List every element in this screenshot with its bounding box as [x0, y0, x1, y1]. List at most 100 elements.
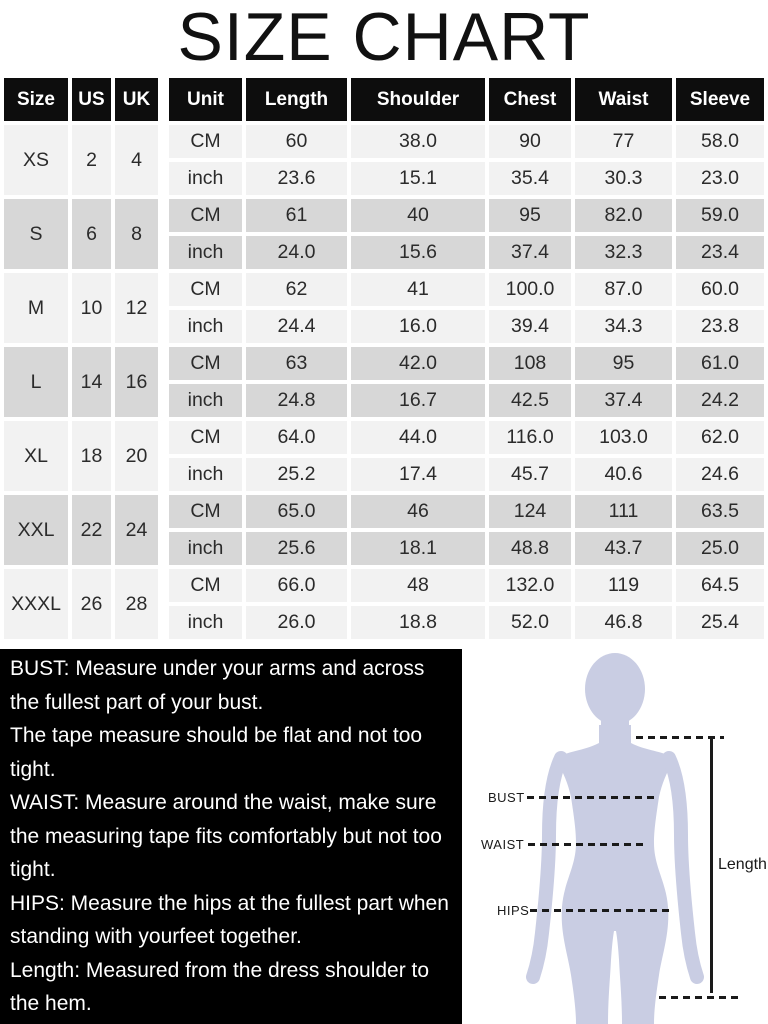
table-row: S 6 8 CM 61 40 95 82.0 59.0 — [4, 199, 764, 269]
size-cell: L — [4, 347, 68, 417]
measurement-cell: 45.7 — [489, 458, 571, 491]
size-chart-table: Size US UK Unit Length Shoulder Chest Waist Slee… — [0, 74, 768, 643]
measurement-cell: 108 — [489, 347, 571, 380]
measurement-cell: 37.4 — [489, 236, 571, 269]
table-row: inch 25.6 18.1 48.8 43.7 25.0 — [4, 532, 764, 565]
unit-cell: inch — [169, 310, 242, 343]
measurement-cell: 61.0 — [676, 347, 764, 380]
measurement-cell: 95 — [575, 347, 672, 380]
measurement-cell: 87.0 — [575, 273, 672, 306]
measurement-cell: 60.0 — [676, 273, 764, 306]
table-row: XL 18 20 CM 64.0 44.0 116.0 103.0 62.0 — [4, 421, 764, 491]
hips-instruction: HIPS: Measure the hips at the fullest pa… — [10, 891, 449, 949]
measurement-cell: 23.0 — [676, 162, 764, 195]
us-cell: 26 — [72, 569, 111, 639]
measuring-instructions: BUST: Measure under your arms and across… — [0, 649, 462, 1024]
waist-instruction: WAIST: Measure around the waist, make su… — [10, 791, 442, 881]
table-row: XXL 22 24 CM 65.0 46 124 111 63.5 — [4, 495, 764, 565]
length-label: Length — [718, 856, 767, 873]
measurement-cell: 90 — [489, 125, 571, 158]
measurement-cell: 24.4 — [246, 310, 347, 343]
measurement-cell: 62.0 — [676, 421, 764, 454]
table-row: inch 26.0 18.8 52.0 46.8 25.4 — [4, 606, 764, 639]
measurement-cell: 124 — [489, 495, 571, 528]
measurement-cell: 23.8 — [676, 310, 764, 343]
female-figure-silhouette — [526, 653, 704, 1024]
table-row: XS 2 4 CM 60 38.0 90 77 58.0 — [4, 125, 764, 195]
measurement-cell: 24.2 — [676, 384, 764, 417]
measurement-cell: 43.7 — [575, 532, 672, 565]
unit-cell: inch — [169, 236, 242, 269]
measurement-cell: 44.0 — [351, 421, 485, 454]
measurement-cell: 40 — [351, 199, 485, 232]
unit-cell: inch — [169, 384, 242, 417]
column-header-sleeve: Sleeve — [676, 78, 764, 121]
measurement-cell: 32.3 — [575, 236, 672, 269]
measurement-cell: 111 — [575, 495, 672, 528]
unit-cell: CM — [169, 421, 242, 454]
us-cell: 22 — [72, 495, 111, 565]
table-row: L 14 16 CM 63 42.0 108 95 61.0 — [4, 347, 764, 417]
size-cell: XXXL — [4, 569, 68, 639]
length-instruction: Length: Measured from the dress shoulder… — [10, 958, 430, 1016]
hips-line — [530, 909, 670, 912]
measurement-cell: 17.4 — [351, 458, 485, 491]
measurement-cell: 38.0 — [351, 125, 485, 158]
measurement-cell: 23.4 — [676, 236, 764, 269]
unit-cell: inch — [169, 162, 242, 195]
table-row: M 10 12 CM 62 41 100.0 87.0 60.0 — [4, 273, 764, 343]
table-row: inch 24.0 15.6 37.4 32.3 23.4 — [4, 236, 764, 269]
measurement-cell: 25.4 — [676, 606, 764, 639]
size-cell: XS — [4, 125, 68, 195]
measurement-cell: 25.2 — [246, 458, 347, 491]
measurement-cell: 119 — [575, 569, 672, 602]
uk-cell: 24 — [115, 495, 165, 565]
column-header-shoulder: Shoulder — [351, 78, 485, 121]
page-title: SIZE CHART — [177, 0, 591, 75]
measurement-cell: 132.0 — [489, 569, 571, 602]
bust-line — [527, 796, 657, 799]
table-header: Size US UK Unit Length Shoulder Chest Waist Slee… — [4, 78, 764, 121]
table-row: inch 24.4 16.0 39.4 34.3 23.8 — [4, 310, 764, 343]
table-row: XXXL 26 28 CM 66.0 48 132.0 119 64.5 — [4, 569, 764, 639]
measurement-cell: 103.0 — [575, 421, 672, 454]
measurement-cell: 25.0 — [676, 532, 764, 565]
measurement-cell: 39.4 — [489, 310, 571, 343]
measurement-cell: 24.0 — [246, 236, 347, 269]
measurement-cell: 16.7 — [351, 384, 485, 417]
measurement-cell: 48.8 — [489, 532, 571, 565]
us-cell: 2 — [72, 125, 111, 195]
table-row: inch 25.2 17.4 45.7 40.6 24.6 — [4, 458, 764, 491]
us-cell: 6 — [72, 199, 111, 269]
unit-cell: CM — [169, 347, 242, 380]
measurement-cell: 52.0 — [489, 606, 571, 639]
tape-instruction: The tape measure should be flat and not … — [10, 724, 423, 781]
uk-cell: 20 — [115, 421, 165, 491]
measurement-cell: 48 — [351, 569, 485, 602]
unit-cell: CM — [169, 199, 242, 232]
measurement-cell: 24.6 — [676, 458, 764, 491]
shoulder-top-line — [636, 736, 724, 739]
hem-line — [659, 996, 738, 999]
measurement-cell: 62 — [246, 273, 347, 306]
measurement-cell: 40.6 — [575, 458, 672, 491]
measurement-cell: 18.8 — [351, 606, 485, 639]
measurement-cell: 15.1 — [351, 162, 485, 195]
measurement-cell: 25.6 — [246, 532, 347, 565]
unit-cell: inch — [169, 606, 242, 639]
size-cell: S — [4, 199, 68, 269]
column-header-us: US — [72, 78, 111, 121]
measurement-cell: 77 — [575, 125, 672, 158]
waist-line — [528, 843, 648, 846]
measurement-cell: 66.0 — [246, 569, 347, 602]
measurement-cell: 63 — [246, 347, 347, 380]
column-header-size: Size — [4, 78, 68, 121]
unit-cell: CM — [169, 495, 242, 528]
measurement-cell: 60 — [246, 125, 347, 158]
unit-cell: CM — [169, 273, 242, 306]
measurement-cell: 63.5 — [676, 495, 764, 528]
measurement-cell: 58.0 — [676, 125, 764, 158]
us-cell: 10 — [72, 273, 111, 343]
length-line — [710, 739, 713, 993]
